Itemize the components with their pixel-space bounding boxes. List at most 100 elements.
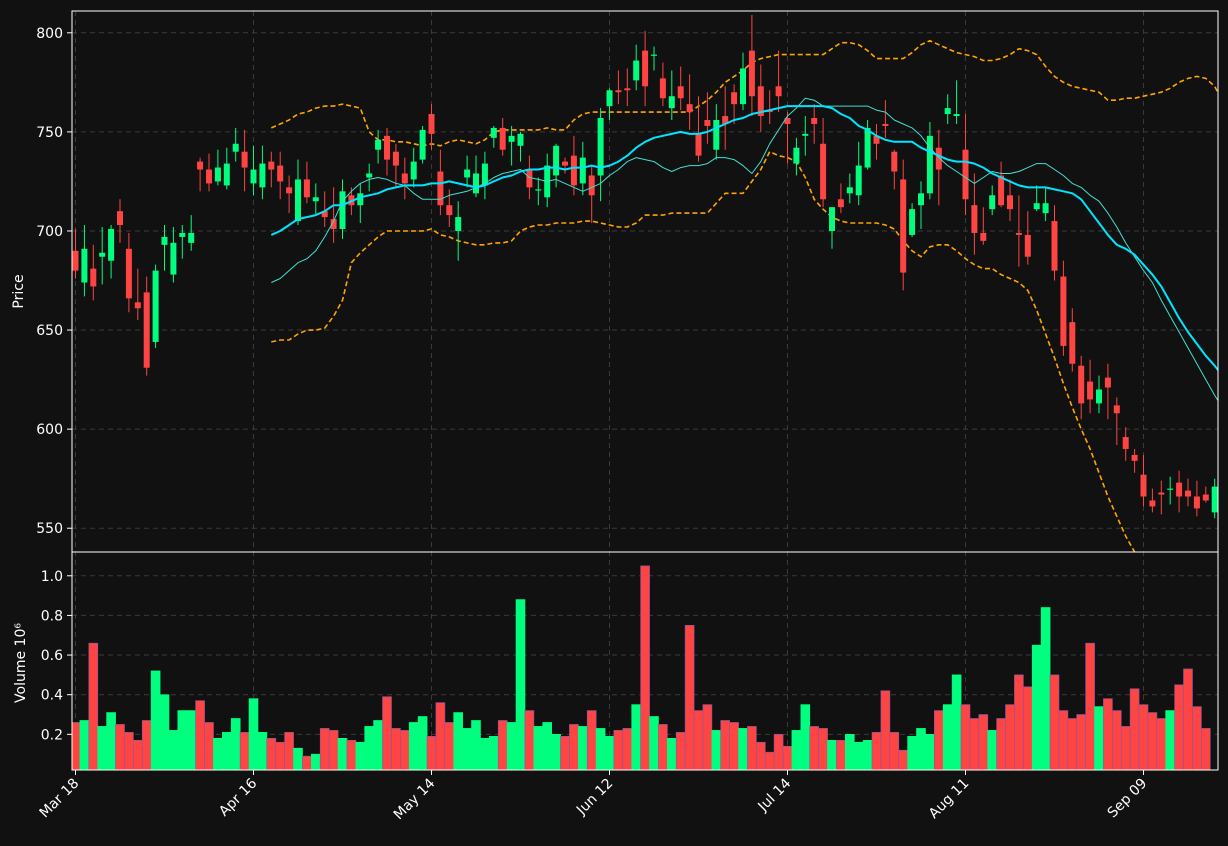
volume-bar	[587, 711, 596, 770]
volume-bar	[1201, 728, 1210, 770]
candle-body	[642, 51, 648, 87]
candle-body	[286, 187, 292, 193]
candle	[633, 45, 639, 91]
price-plot	[73, 15, 1228, 552]
volume-bar	[285, 732, 294, 770]
candle-body	[776, 86, 782, 96]
volume-bar	[685, 625, 694, 770]
candle-body	[687, 104, 693, 112]
volume-bars	[71, 566, 1210, 770]
candle-body	[277, 166, 283, 182]
volume-bar	[107, 713, 116, 770]
volume-bar	[667, 738, 676, 770]
candle	[500, 118, 506, 156]
candle-body	[509, 136, 515, 142]
volume-bar	[552, 734, 561, 770]
candle	[607, 88, 613, 120]
candle	[1034, 185, 1040, 211]
volume-bar	[979, 715, 988, 770]
volume-bar	[1112, 711, 1121, 770]
volume-bar	[988, 730, 997, 770]
volume-bar	[1006, 705, 1015, 770]
candle	[366, 164, 372, 192]
candle	[927, 122, 933, 199]
x-tick-label: Aug 11	[926, 776, 972, 822]
candle	[802, 116, 808, 156]
candle-body	[1087, 382, 1093, 400]
candle	[1096, 376, 1102, 414]
candle-body	[1096, 390, 1102, 404]
candle-body	[793, 148, 799, 164]
volume-bar	[1103, 699, 1112, 770]
candle	[936, 130, 942, 205]
candle-body	[340, 191, 346, 229]
candle-body	[891, 152, 897, 172]
candle-body	[206, 170, 212, 184]
volume-bar	[756, 742, 765, 770]
candle-body	[713, 120, 719, 150]
candle	[749, 15, 755, 116]
volume-bar	[650, 716, 659, 770]
volume-bar	[356, 742, 365, 770]
candle-body	[393, 152, 399, 166]
volume-bar	[267, 738, 276, 770]
volume-bar	[1130, 689, 1139, 770]
candle-body	[473, 173, 479, 193]
candle	[473, 156, 479, 198]
volume-bar	[774, 734, 783, 770]
candle	[420, 126, 426, 164]
candle	[1060, 261, 1066, 356]
volume-bar	[525, 711, 534, 770]
volume-bar	[952, 675, 961, 770]
candle	[847, 173, 853, 203]
price-tick-label: 700	[36, 224, 63, 240]
candle-body	[607, 90, 613, 106]
candle	[891, 150, 897, 190]
volume-bar	[205, 722, 214, 770]
candle	[918, 181, 924, 229]
x-tick-label: Jun 12	[573, 776, 616, 819]
candle	[375, 130, 381, 164]
volume-bar	[632, 705, 641, 770]
candle-body	[882, 124, 888, 126]
volume-bar	[970, 718, 979, 770]
volume-bar	[1148, 713, 1157, 770]
volume-bar	[391, 728, 400, 770]
candle	[99, 227, 105, 284]
x-tick-label: Apr 16	[216, 775, 260, 819]
candle	[1078, 356, 1084, 419]
x-tick-label: Jul 14	[755, 775, 795, 815]
candle	[642, 31, 648, 106]
candle-body	[1185, 491, 1191, 497]
candle-body	[704, 120, 710, 126]
candle	[678, 66, 684, 110]
volume-bar	[712, 730, 721, 770]
candle-body	[233, 144, 239, 152]
candle	[251, 146, 257, 196]
candle	[776, 51, 782, 112]
volume-bar	[1041, 607, 1050, 770]
candle	[954, 80, 960, 124]
candle-body	[820, 144, 826, 199]
volume-bar	[721, 720, 730, 770]
candle	[73, 229, 79, 279]
volume-bar	[1166, 711, 1175, 770]
volume-bar	[240, 732, 249, 770]
volume-bar	[472, 720, 481, 770]
candle	[1114, 397, 1120, 445]
candle	[1212, 479, 1218, 519]
volume-bar	[908, 736, 917, 770]
candle	[90, 245, 96, 300]
candle-body	[1114, 405, 1120, 413]
volume-bar	[561, 736, 570, 770]
candle-body	[1052, 221, 1058, 271]
price-tick-label: 650	[36, 323, 63, 339]
volume-bar	[703, 705, 712, 770]
candle	[696, 96, 702, 161]
candle-body	[1176, 483, 1182, 497]
x-tick-label: Sep 09	[1105, 776, 1151, 822]
candle	[651, 47, 657, 71]
volume-bar	[641, 566, 650, 770]
candle-body	[375, 140, 381, 150]
